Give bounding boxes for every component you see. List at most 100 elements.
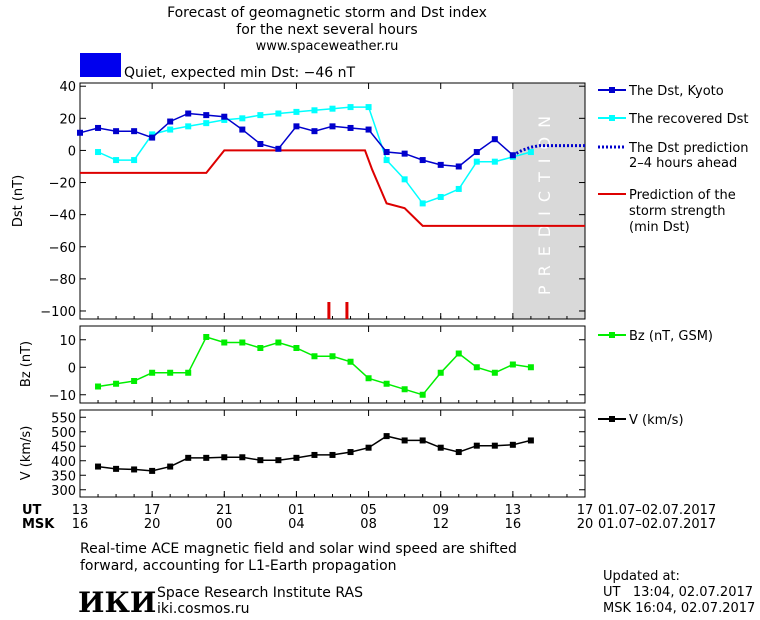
bz-axis-label: Bz (nT) bbox=[19, 341, 34, 387]
ut-tick-label: 01 bbox=[288, 503, 305, 518]
bz-point bbox=[113, 380, 120, 387]
legend-prediction-label-2: 2–4 hours ahead bbox=[629, 156, 737, 171]
updated-ut: UT 13:04, 02.07.2017 bbox=[603, 585, 753, 600]
dst-ytick-label: 0 bbox=[68, 144, 76, 159]
dst-recovered-point bbox=[311, 107, 318, 114]
ut-row-label: UT bbox=[22, 503, 42, 518]
dst-ytick-label: 20 bbox=[59, 112, 76, 127]
dst-kyoto-point bbox=[131, 128, 138, 135]
dst-kyoto-point bbox=[257, 141, 264, 148]
v-point bbox=[221, 454, 228, 461]
legend-recovered-label: The recovered Dst bbox=[628, 112, 748, 127]
dst-recovered-point bbox=[383, 157, 390, 164]
footnote-line1: Real-time ACE magnetic field and solar w… bbox=[80, 541, 517, 557]
dst-kyoto-point bbox=[221, 113, 228, 120]
dst-recovered-point bbox=[167, 126, 174, 133]
dst-recovered-point bbox=[347, 104, 354, 111]
v-ytick-label: 450 bbox=[51, 440, 76, 455]
dst-kyoto-point bbox=[275, 145, 282, 152]
v-ytick-label: 400 bbox=[51, 455, 76, 470]
bz-point bbox=[293, 345, 300, 351]
chart-title: Forecast of geomagnetic storm and Dst in… bbox=[167, 5, 487, 21]
v-point bbox=[185, 454, 192, 461]
bz-line bbox=[97, 336, 532, 396]
bz-point bbox=[95, 383, 102, 390]
dst-recovered-point bbox=[329, 105, 336, 112]
chart-subtitle: for the next several hours bbox=[236, 22, 417, 38]
dst-legend: The Dst, Kyoto The recovered Dst The Dst… bbox=[598, 84, 749, 235]
v-point bbox=[257, 457, 264, 464]
status-text: Quiet, expected min Dst: −46 nT bbox=[124, 65, 356, 81]
dst-kyoto-point bbox=[347, 124, 354, 131]
msk-tick-label: 16 bbox=[72, 517, 89, 532]
ut-tick-label: 17 bbox=[144, 503, 161, 518]
dst-recovered-point bbox=[113, 157, 120, 164]
bz-point bbox=[131, 378, 138, 384]
dst-recovered-point bbox=[401, 176, 408, 183]
dst-kyoto-point bbox=[113, 128, 120, 135]
footnote-line2: forward, accounting for L1-Earth propaga… bbox=[80, 558, 397, 574]
dst-recovered-point bbox=[185, 123, 192, 130]
bz-point bbox=[257, 345, 264, 351]
dst-kyoto-point bbox=[185, 110, 192, 117]
v-ytick-label: 500 bbox=[51, 426, 76, 441]
ut-tick-label: 13 bbox=[72, 503, 89, 518]
legend-recovered-marker bbox=[609, 115, 615, 121]
ut-tick-label: 17 bbox=[577, 503, 594, 518]
dst-ytick-label: −100 bbox=[40, 305, 76, 320]
bz-point bbox=[437, 369, 444, 376]
updated-msk: MSK 16:04, 02.07.2017 bbox=[603, 601, 755, 616]
v-point bbox=[329, 451, 336, 458]
bz-point bbox=[149, 369, 156, 376]
dst-kyoto-point bbox=[491, 136, 498, 143]
msk-tick-label: 20 bbox=[144, 517, 161, 532]
v-point bbox=[365, 444, 372, 451]
msk-tick-label: 12 bbox=[432, 517, 449, 532]
dst-ytick-label: −20 bbox=[49, 177, 76, 192]
dst-kyoto-point bbox=[77, 129, 83, 136]
v-point bbox=[437, 444, 444, 451]
ut-tick-label: 21 bbox=[216, 503, 233, 518]
v-point bbox=[95, 463, 102, 470]
dst-ytick-label: −40 bbox=[49, 209, 76, 224]
v-point bbox=[455, 449, 462, 456]
msk-date-range: 01.07–02.07.2017 bbox=[598, 517, 716, 532]
bz-point bbox=[221, 339, 228, 346]
v-point bbox=[131, 466, 138, 473]
dst-recovered-line bbox=[97, 106, 532, 205]
bz-ytick-label: 0 bbox=[68, 361, 76, 376]
dst-recovered-point bbox=[419, 200, 426, 207]
bz-ytick-label: −10 bbox=[49, 389, 76, 404]
bz-point bbox=[419, 391, 426, 398]
bz-ytick-label: 10 bbox=[59, 334, 76, 349]
dst-kyoto-point bbox=[455, 163, 462, 170]
dst-kyoto-point bbox=[149, 134, 156, 141]
legend-prediction-label: The Dst prediction bbox=[628, 141, 749, 156]
msk-row-label: MSK bbox=[22, 517, 55, 532]
v-point bbox=[293, 454, 300, 461]
dst-prediction-line bbox=[512, 144, 585, 157]
dst-recovered-point bbox=[239, 115, 246, 122]
legend-v-label: V (km/s) bbox=[629, 413, 684, 428]
msk-tick-label: 04 bbox=[288, 517, 305, 532]
bz-point bbox=[527, 364, 534, 371]
v-legend: V (km/s) bbox=[598, 413, 684, 428]
msk-tick-label: 00 bbox=[216, 517, 233, 532]
v-point bbox=[473, 442, 480, 449]
dst-ytick-label: −60 bbox=[49, 241, 76, 256]
ut-tick-label: 09 bbox=[432, 503, 449, 518]
bz-point bbox=[347, 358, 354, 365]
v-point bbox=[239, 454, 246, 461]
ut-tick-label: 05 bbox=[360, 503, 377, 518]
msk-tick-label: 16 bbox=[505, 517, 522, 532]
bz-point bbox=[509, 361, 516, 368]
v-point bbox=[167, 463, 174, 470]
bz-point bbox=[167, 369, 174, 376]
v-point bbox=[491, 442, 498, 449]
iki-logo: ИКИ bbox=[78, 586, 156, 619]
storm-strength-line bbox=[80, 149, 585, 227]
dst-recovered-point bbox=[131, 157, 138, 164]
dst-recovered-point bbox=[203, 120, 210, 127]
org-name: Space Research Institute RAS bbox=[157, 585, 363, 601]
legend-storm-label: Prediction of the bbox=[629, 188, 736, 203]
